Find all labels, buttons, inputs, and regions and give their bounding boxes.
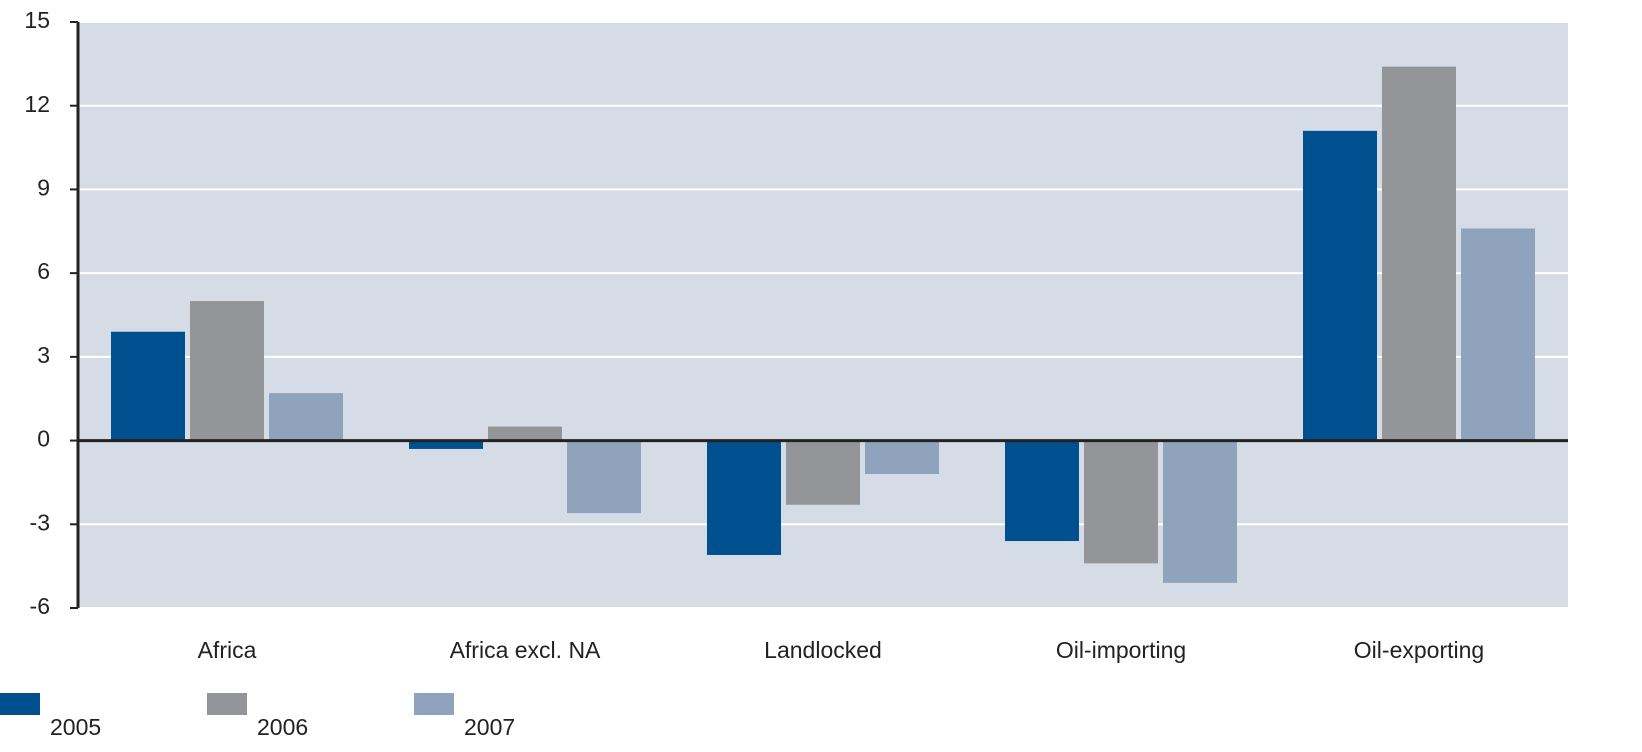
legend-label: 2005 bbox=[50, 714, 101, 740]
y-tick-label: 6 bbox=[37, 258, 50, 284]
bar bbox=[409, 440, 483, 449]
bar bbox=[488, 426, 562, 441]
bar bbox=[111, 331, 185, 441]
x-tick-label: Africa bbox=[198, 637, 257, 663]
y-tick-label: 9 bbox=[37, 175, 50, 201]
bar bbox=[1084, 440, 1158, 564]
y-tick-label: 12 bbox=[24, 91, 50, 117]
bar bbox=[1303, 130, 1377, 441]
y-tick-label: 3 bbox=[37, 342, 50, 368]
legend-label: 2007 bbox=[464, 714, 515, 740]
bar bbox=[786, 440, 860, 505]
bar bbox=[1382, 66, 1456, 441]
y-tick-label: -3 bbox=[30, 509, 50, 535]
y-tick-label: -6 bbox=[30, 593, 50, 619]
x-tick-label: Oil-exporting bbox=[1354, 637, 1484, 663]
bar bbox=[269, 393, 343, 441]
x-tick-label: Africa excl. NA bbox=[450, 637, 601, 663]
bar bbox=[1461, 228, 1535, 441]
bar bbox=[865, 440, 939, 475]
x-tick-label: Oil-importing bbox=[1056, 637, 1186, 663]
legend-swatch bbox=[207, 693, 247, 715]
bar bbox=[707, 440, 781, 555]
legend-label: 2006 bbox=[257, 714, 308, 740]
bar bbox=[567, 440, 641, 514]
bar bbox=[190, 301, 264, 441]
y-tick-label: 0 bbox=[37, 426, 50, 452]
bar bbox=[1163, 440, 1237, 583]
y-tick-label: 15 bbox=[24, 7, 50, 33]
bar bbox=[1005, 440, 1079, 542]
legend-swatch bbox=[0, 693, 40, 715]
x-tick-label: Landlocked bbox=[764, 637, 882, 663]
legend-swatch bbox=[414, 693, 454, 715]
